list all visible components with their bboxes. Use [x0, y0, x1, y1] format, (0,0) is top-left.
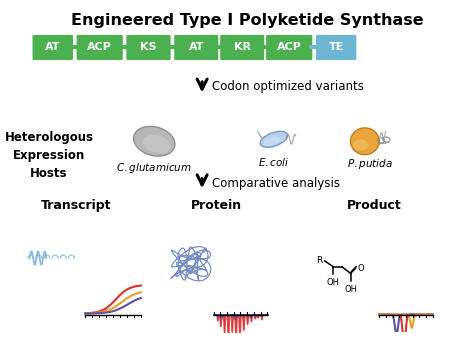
FancyBboxPatch shape	[76, 34, 124, 61]
Text: Product: Product	[347, 199, 402, 212]
Ellipse shape	[143, 135, 171, 153]
FancyBboxPatch shape	[126, 34, 172, 61]
Text: Engineered Type I Polyketide Synthase: Engineered Type I Polyketide Synthase	[71, 13, 423, 28]
Text: ACP: ACP	[277, 42, 301, 53]
Text: AT: AT	[45, 42, 61, 53]
Text: $\it{C. glutamicum}$: $\it{C. glutamicum}$	[117, 161, 192, 175]
Text: Protein: Protein	[191, 199, 242, 212]
Text: Heterologous
Expression
Hosts: Heterologous Expression Hosts	[4, 131, 93, 180]
FancyBboxPatch shape	[219, 34, 265, 61]
FancyBboxPatch shape	[32, 34, 74, 61]
Text: KR: KR	[234, 42, 251, 53]
Text: O: O	[357, 264, 364, 273]
Text: OH: OH	[327, 278, 340, 287]
Text: Transcript: Transcript	[40, 199, 111, 212]
FancyBboxPatch shape	[315, 34, 357, 61]
Text: Comparative analysis: Comparative analysis	[212, 177, 340, 190]
Ellipse shape	[264, 137, 280, 146]
Text: Codon optimized variants: Codon optimized variants	[212, 80, 364, 93]
Ellipse shape	[134, 126, 175, 156]
Text: AT: AT	[189, 42, 204, 53]
Ellipse shape	[350, 128, 379, 155]
Text: ACP: ACP	[87, 42, 112, 53]
Text: $\it{E. coli}$: $\it{E. coli}$	[258, 156, 290, 168]
Text: KS: KS	[140, 42, 157, 53]
FancyBboxPatch shape	[173, 34, 219, 61]
Text: R: R	[317, 256, 323, 265]
Ellipse shape	[260, 131, 288, 147]
Text: OH: OH	[344, 285, 357, 294]
FancyBboxPatch shape	[265, 34, 313, 61]
Ellipse shape	[354, 139, 369, 151]
Text: TE: TE	[328, 42, 344, 53]
Text: $\it{P. putida}$: $\it{P. putida}$	[346, 157, 392, 171]
